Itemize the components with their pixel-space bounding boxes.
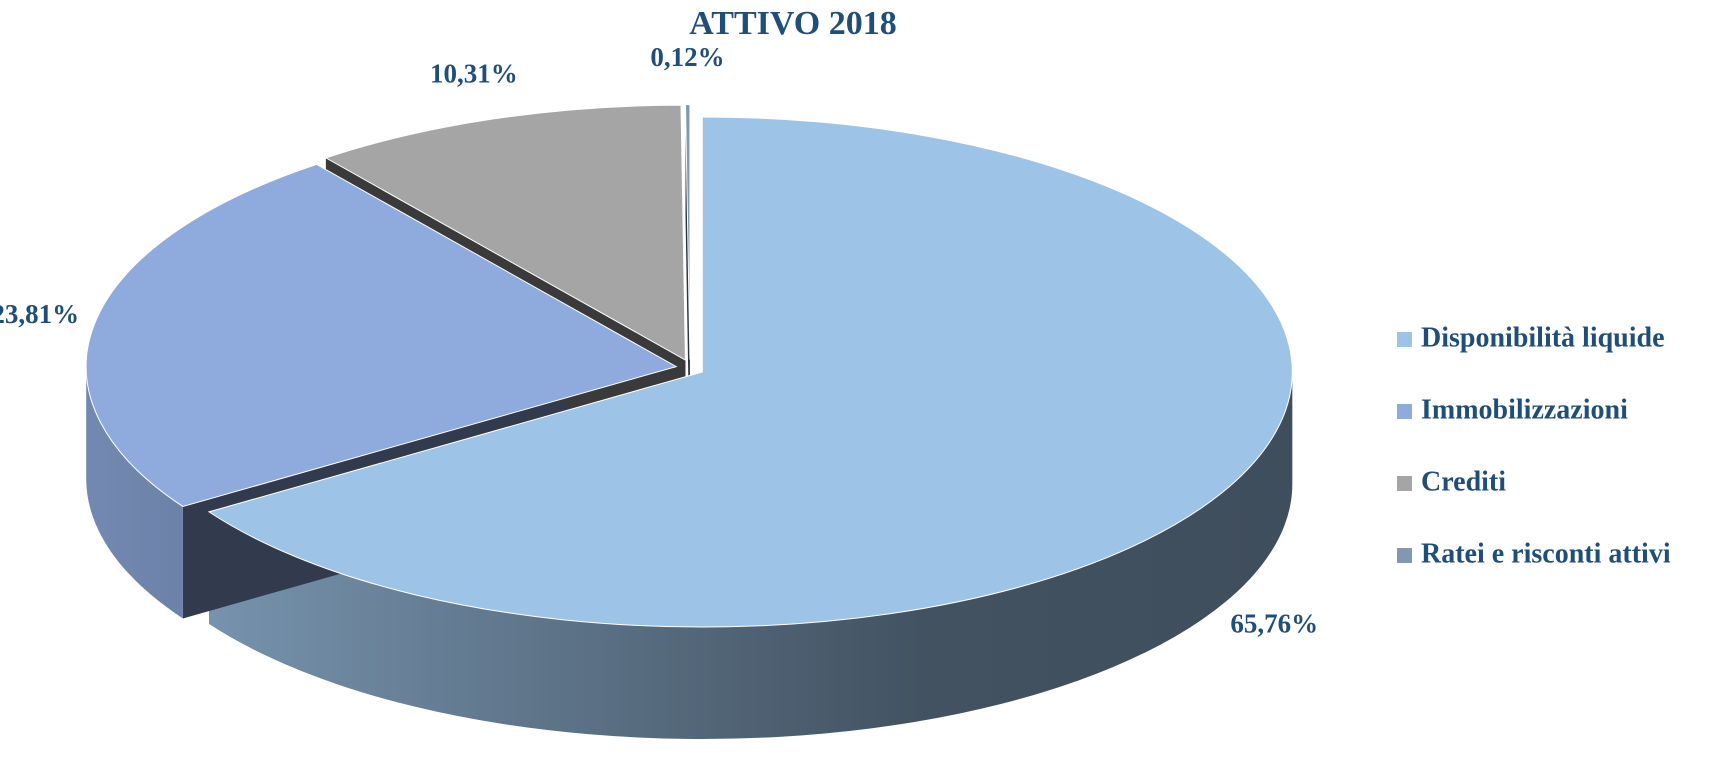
legend-label: Ratei e risconti attivi [1421,538,1671,569]
slice [85,163,678,508]
data-label: 10,31% [430,59,518,89]
legend-swatch [1397,404,1412,419]
data-label: 23,81% [0,299,79,329]
legend-label: Disponibilità liquide [1421,322,1665,353]
data-label: 65,76% [1230,609,1318,639]
slice [207,116,1293,628]
slice-side [86,366,183,619]
legend-swatch [1397,548,1412,563]
data-label: 0,12% [650,42,724,72]
slice-side [208,371,1293,739]
legend-swatch [1397,476,1412,491]
legend-label: Immobilizzazioni [1421,394,1628,425]
slice [684,104,691,360]
legend-swatch [1397,332,1412,347]
slice [324,104,686,361]
legend-label: Crediti [1421,466,1506,497]
chart-title: ATTIVO 2018 [689,5,896,42]
